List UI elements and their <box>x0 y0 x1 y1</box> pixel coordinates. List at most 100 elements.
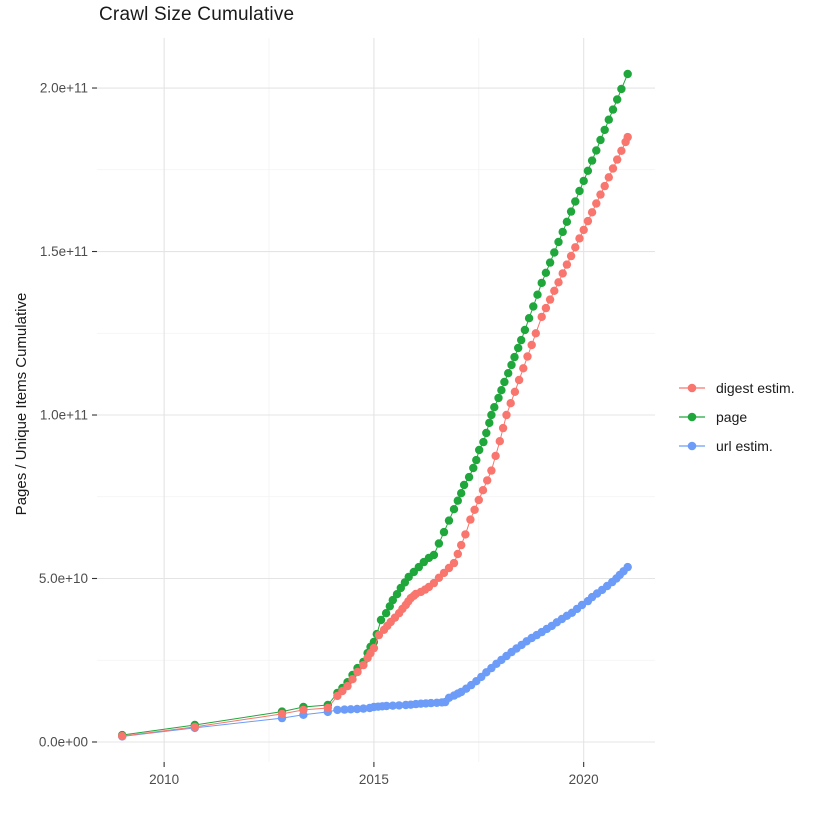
data-point <box>277 709 287 719</box>
series-page <box>118 69 632 740</box>
data-point <box>374 630 384 640</box>
axis-ticks: 2010 2015 2020 0.0e+00 5.0e+10 1.0e+11 1.5e+11… <box>39 81 599 787</box>
data-point <box>583 216 593 226</box>
data-point <box>587 208 597 217</box>
data-point <box>434 539 444 548</box>
data-point <box>429 550 439 560</box>
data-point <box>514 375 524 385</box>
data-point <box>604 115 613 124</box>
data-point <box>453 549 462 559</box>
data-point <box>475 445 484 455</box>
data-point <box>348 675 357 684</box>
y-tick-label: 5.0e+10 <box>39 571 88 586</box>
data-point <box>483 476 492 485</box>
legend-key-icon <box>679 383 705 393</box>
data-point <box>554 237 563 247</box>
data-point <box>464 472 474 482</box>
data-point <box>449 558 459 568</box>
chart-title: Crawl Size Cumulative <box>99 4 295 25</box>
data-point <box>500 377 509 387</box>
data-point <box>457 489 466 498</box>
data-point <box>382 701 391 711</box>
data-point <box>571 197 580 206</box>
data-point <box>579 225 588 235</box>
data-point <box>510 352 519 362</box>
data-point <box>459 480 469 490</box>
data-point <box>352 704 362 714</box>
data-point <box>461 530 470 539</box>
data-point <box>545 258 555 267</box>
legend-item-page: page <box>678 406 795 428</box>
data-point <box>466 515 475 524</box>
data-point <box>571 243 580 252</box>
data-point <box>583 166 593 175</box>
data-point <box>346 705 355 714</box>
data-point <box>359 704 368 713</box>
y-tick-label: 1.0e+11 <box>40 408 88 423</box>
data-point <box>558 227 567 237</box>
legend-key-icon <box>679 441 705 451</box>
data-point <box>479 437 488 447</box>
data-point <box>299 705 308 715</box>
data-point <box>487 410 496 420</box>
data-point <box>439 527 449 537</box>
data-point <box>470 505 479 514</box>
data-point <box>550 248 559 257</box>
data-point <box>623 132 632 142</box>
data-point <box>617 84 626 94</box>
data-point <box>529 302 538 311</box>
y-tick-label: 0.0e+00 <box>39 734 88 749</box>
data-point <box>429 578 439 588</box>
data-point <box>507 360 516 370</box>
data-point <box>343 681 352 691</box>
data-point <box>506 399 515 408</box>
data-point <box>575 234 584 243</box>
data-point <box>376 615 386 625</box>
data-point <box>566 251 576 261</box>
data-point <box>494 393 503 403</box>
data-point <box>392 590 402 599</box>
data-point <box>596 190 605 199</box>
data-point <box>623 562 632 572</box>
data-point <box>562 217 572 226</box>
series-digest-estim- <box>118 132 632 741</box>
data-point <box>537 278 546 288</box>
data-point <box>537 312 546 322</box>
data-point <box>498 423 508 433</box>
data-point <box>613 95 622 104</box>
major-gridlines <box>97 38 655 762</box>
data-point <box>517 335 526 345</box>
data-point <box>608 105 618 114</box>
data-point <box>566 207 576 216</box>
data-point <box>558 269 567 278</box>
data-point <box>527 340 536 350</box>
data-point <box>617 146 626 155</box>
data-point <box>514 343 523 353</box>
data-point <box>531 329 540 338</box>
data-point <box>444 516 454 525</box>
legend: digest estim. page url estim. <box>678 377 795 457</box>
x-tick-label: 2015 <box>359 772 389 787</box>
legend-item-digest-estim-: digest estim. <box>678 377 795 399</box>
data-point <box>333 705 342 715</box>
data-point <box>495 437 504 446</box>
data-point <box>510 387 520 396</box>
data-point <box>523 352 532 361</box>
x-tick-label: 2010 <box>149 772 179 787</box>
data-point <box>478 486 488 495</box>
y-tick-label: 1.5e+11 <box>40 244 88 259</box>
data-point <box>388 701 397 710</box>
legend-item-url-estim-: url estim. <box>678 435 795 457</box>
data-point <box>541 303 551 313</box>
data-point <box>545 295 555 304</box>
data-point <box>502 410 511 420</box>
data-point <box>340 705 349 714</box>
data-point <box>575 186 584 196</box>
data-point <box>490 403 499 412</box>
data-point <box>472 455 481 465</box>
data-point <box>520 325 530 335</box>
data-point <box>474 495 483 505</box>
data-point <box>577 600 587 610</box>
data-point <box>519 364 528 373</box>
